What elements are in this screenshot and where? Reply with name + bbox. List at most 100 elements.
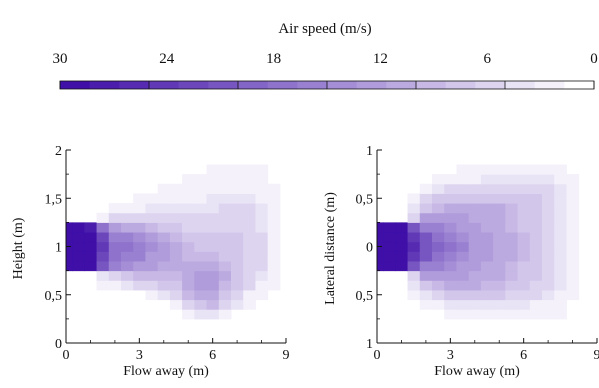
- contour-cell: [255, 289, 269, 301]
- contour-cell: [480, 280, 494, 291]
- contour-cell: [529, 174, 543, 185]
- contour-cell: [432, 232, 445, 243]
- contour-cell: [505, 193, 519, 204]
- contour-cell: [542, 251, 555, 262]
- contour-cell: [218, 232, 232, 243]
- y-axis-label: Height (m): [11, 217, 26, 279]
- contour-cell: [255, 203, 269, 214]
- contour-cell: [468, 203, 482, 214]
- x-tick-label: 3: [447, 348, 454, 363]
- contour-cell: [456, 299, 470, 310]
- contour-cell: [444, 270, 457, 281]
- contour-cell: [480, 203, 494, 214]
- contour-cell: [493, 280, 506, 291]
- contour-cell: [468, 174, 482, 185]
- contour-cell: [377, 251, 384, 262]
- contour-cell: [121, 212, 134, 223]
- contour-cell: [218, 280, 232, 291]
- contour-cell: [182, 193, 195, 204]
- contour-cell: [468, 309, 482, 320]
- contour-cell: [169, 203, 183, 214]
- contour-cell: [468, 299, 482, 310]
- contour-cell: [206, 174, 220, 185]
- contour-cell: [194, 241, 208, 252]
- contour-cell: [480, 222, 494, 233]
- contour-cell: [432, 251, 445, 262]
- contour-cell: [231, 299, 244, 310]
- contour-cell: [505, 232, 519, 243]
- contour-cell: [231, 203, 244, 214]
- contour-cell: [456, 232, 470, 243]
- contour-cell: [566, 289, 580, 301]
- contour-cell: [529, 251, 543, 262]
- contour-cell: [96, 232, 110, 243]
- contour-cell: [493, 183, 506, 194]
- contour-cell: [407, 193, 421, 204]
- contour-cell: [194, 289, 208, 301]
- contour-cell: [194, 280, 208, 291]
- contour-cell: [243, 212, 256, 223]
- contour-cell: [218, 193, 232, 204]
- contour-cell: [493, 222, 506, 233]
- contour-cell: [529, 222, 543, 233]
- contour-cell: [554, 309, 567, 320]
- contour-cell: [194, 183, 208, 194]
- contour-cell: [218, 260, 232, 272]
- contour-cell: [121, 260, 134, 272]
- contour-cell: [517, 222, 531, 233]
- contour-cell: [243, 174, 256, 185]
- contour-cell: [554, 193, 567, 204]
- contour-cell: [480, 241, 494, 252]
- contour-cell: [554, 241, 567, 252]
- contour-cell: [182, 251, 195, 262]
- contour-cell: [456, 222, 470, 233]
- contour-cell: [480, 193, 494, 204]
- contour-cell: [231, 260, 244, 272]
- contour-cell: [480, 212, 494, 223]
- contour-cell: [566, 251, 580, 262]
- x-tick-label: 0: [63, 348, 70, 363]
- contour-cell: [169, 193, 183, 204]
- contour-cell: [194, 222, 208, 233]
- contour-cell: [182, 183, 195, 194]
- colorbar-segment: [505, 81, 536, 89]
- contour-cell: [480, 183, 494, 194]
- contour-cell: [121, 270, 134, 281]
- contour-cell: [194, 174, 208, 185]
- contour-cell: [96, 222, 110, 233]
- contour-cell: [517, 232, 531, 243]
- contour-cell: [145, 260, 159, 272]
- contour-cell: [517, 183, 531, 194]
- contour-cell: [529, 289, 543, 301]
- contour-cell: [231, 222, 244, 233]
- contour-cell: [145, 203, 159, 214]
- contour-cell: [108, 270, 122, 281]
- contour-cell: [407, 260, 421, 272]
- contour-cell: [218, 203, 232, 214]
- contour-cell: [517, 251, 531, 262]
- contour-cell: [468, 222, 482, 233]
- contour-cell: [444, 222, 457, 233]
- contour-cell: [231, 289, 244, 301]
- contour-cell: [255, 280, 269, 291]
- contour-cell: [480, 174, 494, 185]
- contour-cell: [267, 183, 281, 194]
- contour-cell: [255, 241, 269, 252]
- contour-cell: [480, 232, 494, 243]
- colorbar-segment: [327, 81, 358, 89]
- contour-cell: [206, 251, 220, 262]
- contour-cell: [66, 260, 73, 272]
- y-tick-label: 1: [55, 241, 62, 256]
- contour-cell: [169, 260, 183, 272]
- contour-cell: [231, 193, 244, 204]
- contour-cell: [493, 164, 506, 175]
- y-tick-label: 0,5: [356, 192, 374, 207]
- contour-cell: [505, 241, 519, 252]
- contour-cell: [169, 299, 183, 310]
- contour-cell: [231, 241, 244, 252]
- contour-cell: [493, 289, 506, 301]
- contour-cell: [407, 222, 421, 233]
- contour-cell: [529, 193, 543, 204]
- contour-cell: [468, 183, 482, 194]
- contour-cell: [218, 164, 232, 175]
